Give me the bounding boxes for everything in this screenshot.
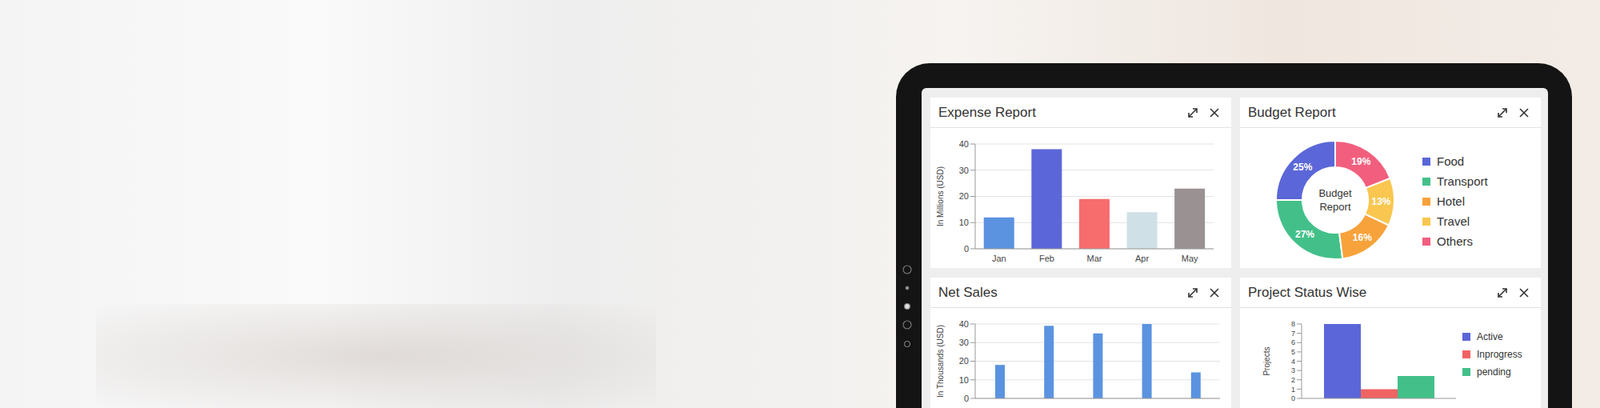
svg-text:May: May [1181, 253, 1199, 264]
html-text:Net Sales: Net Sales [938, 284, 998, 300]
svg-text:8: 8 [1291, 320, 1296, 328]
svg-text:Projects: Projects [1262, 346, 1272, 376]
svg-text:30: 30 [959, 337, 969, 348]
svg-text:0: 0 [1291, 394, 1296, 403]
html-text:Hotel: Hotel [1436, 194, 1465, 208]
html-text:Food: Food [1436, 154, 1465, 168]
svg-text:0: 0 [964, 244, 969, 254]
svg-text:0: 0 [964, 393, 969, 404]
svg-text:27%: 27% [1295, 228, 1315, 240]
svg-text:Apr: Apr [1135, 253, 1149, 264]
svg-text:25%: 25% [1292, 161, 1312, 173]
svg-text:20: 20 [959, 356, 969, 366]
svg-text:16%: 16% [1352, 232, 1372, 244]
html-text:Travel: Travel [1436, 214, 1470, 228]
html-text:Others: Others [1436, 234, 1473, 248]
svg-text:30: 30 [959, 165, 969, 176]
svg-text:In Thousands (USD): In Thousands (USD) [936, 324, 945, 398]
svg-text:20: 20 [959, 191, 969, 201]
svg-text:2: 2 [1291, 376, 1296, 384]
svg-text:40: 40 [959, 319, 969, 329]
svg-text:3: 3 [1291, 366, 1296, 375]
svg-text:6: 6 [1291, 338, 1296, 347]
svg-text:13%: 13% [1371, 196, 1391, 208]
html-text:Project Status Wise: Project Status Wise [1248, 284, 1367, 300]
svg-text:1: 1 [1291, 385, 1296, 394]
html-text:Budget Report: Budget Report [1318, 187, 1352, 213]
svg-text:Feb: Feb [1039, 253, 1055, 264]
html-text:Active: Active [1476, 331, 1503, 343]
svg-text:4: 4 [1291, 357, 1296, 366]
svg-text:Mar: Mar [1087, 253, 1103, 264]
svg-text:10: 10 [959, 217, 969, 228]
svg-text:5: 5 [1291, 348, 1296, 356]
html-text:Budget Report: Budget Report [1248, 104, 1336, 120]
html-text:Transport: Transport [1436, 174, 1488, 188]
svg-text:10: 10 [959, 375, 969, 385]
svg-text:19%: 19% [1351, 156, 1371, 168]
html-text:Inprogress: Inprogress [1476, 348, 1523, 360]
svg-text:40: 40 [959, 139, 969, 149]
svg-text:Jan: Jan [992, 253, 1007, 264]
html-text:Expense Report: Expense Report [938, 104, 1036, 120]
svg-text:In Millions (USD): In Millions (USD) [936, 166, 945, 227]
html-text:pending: pending [1476, 366, 1511, 378]
svg-text:7: 7 [1291, 329, 1296, 338]
